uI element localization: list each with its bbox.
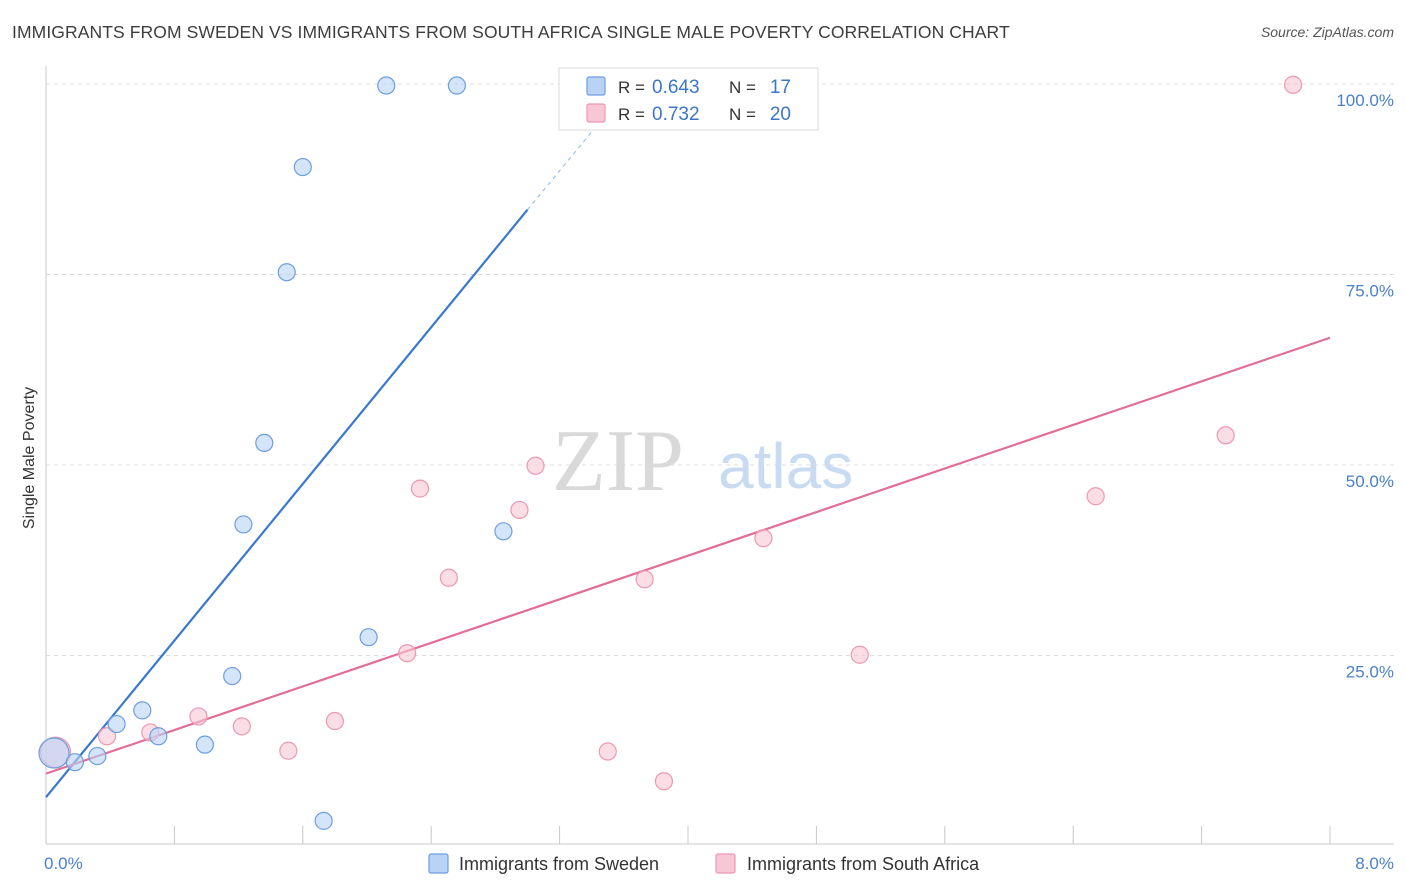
- legend-r-value-southafrica: 0.732: [652, 104, 700, 125]
- point-sweden-6: [195, 735, 214, 754]
- x-tick-label-max: 8.0%: [1355, 854, 1394, 873]
- legend-n-label-sweden: N =: [729, 78, 756, 97]
- trend-line-sweden-extension: [527, 121, 601, 211]
- legend-r-label-southafrica: R =: [618, 105, 645, 124]
- point-sweden-9: [255, 433, 274, 453]
- point-sweden-15: [447, 76, 466, 95]
- y-tick-labels: 25.0% 50.0% 75.0% 100.0%: [1336, 91, 1394, 682]
- point-southafrica-13: [635, 570, 654, 589]
- point-southafrica-7: [398, 644, 417, 663]
- y-tick-label-3: 100.0%: [1336, 91, 1394, 110]
- trend-line-sweden: [45, 209, 529, 798]
- point-southafrica-4: [232, 717, 251, 736]
- point-southafrica-8: [410, 479, 430, 498]
- trend-line-southafrica: [45, 336, 1331, 775]
- point-sweden-16: [494, 522, 513, 541]
- chart-title: IMMIGRANTS FROM SWEDEN VS IMMIGRANTS FRO…: [12, 22, 1010, 42]
- point-sweden-3: [107, 714, 126, 734]
- legend-label-sweden: Immigrants from Sweden: [459, 854, 659, 874]
- point-southafrica-16: [850, 645, 869, 664]
- point-southafrica-11: [526, 456, 545, 475]
- point-sweden-2: [88, 746, 107, 766]
- point-sweden-4: [133, 701, 152, 720]
- point-sweden-13: [359, 628, 378, 647]
- point-southafrica-15: [754, 529, 773, 548]
- point-sweden-1: [65, 753, 84, 772]
- point-sweden-11: [293, 157, 312, 177]
- point-southafrica-6: [325, 711, 344, 731]
- grid-layer: [46, 83, 1394, 656]
- source-credit: Source: ZipAtlas.com: [1260, 24, 1394, 40]
- point-southafrica-12: [598, 742, 617, 761]
- legend-swatch-bottom-southafrica: [715, 853, 736, 874]
- y-tick-label-0: 25.0%: [1346, 663, 1394, 682]
- watermark-zip: ZIP: [552, 413, 684, 510]
- legend-r-value-sweden: 0.643: [652, 77, 700, 98]
- point-southafrica-10: [510, 500, 529, 520]
- point-southafrica-19: [1283, 75, 1303, 94]
- legend-label-southafrica: Immigrants from South Africa: [747, 854, 980, 874]
- point-sweden-5: [149, 727, 168, 746]
- legend-n-value-southafrica: 20: [770, 104, 791, 125]
- legend-r-label-sweden: R =: [618, 78, 645, 97]
- trend-layer: [45, 121, 1331, 798]
- point-sweden-10: [277, 263, 296, 282]
- axes-layer: [45, 66, 1394, 845]
- legend-swatch-southafrica: [586, 103, 606, 123]
- point-southafrica-18: [1216, 426, 1235, 445]
- x-tick-label-min: 0.0%: [44, 854, 83, 873]
- point-southafrica-9: [439, 568, 458, 587]
- legend-n-label-southafrica: N =: [729, 105, 756, 124]
- points-layer: [38, 75, 1303, 830]
- point-sweden-8: [234, 515, 253, 534]
- legend-n-value-sweden: 17: [770, 77, 791, 98]
- point-southafrica-3: [189, 707, 208, 726]
- point-southafrica-14: [654, 772, 674, 791]
- legend-swatch-bottom-sweden: [428, 853, 449, 874]
- stat-legend: R = 0.643 N = 17 R = 0.732 N = 20: [558, 67, 819, 131]
- point-sweden-7: [223, 666, 242, 686]
- y-axis-label: Single Male Poverty: [21, 387, 38, 529]
- series-legend: Immigrants from Sweden Immigrants from S…: [428, 853, 980, 874]
- point-southafrica-1: [97, 727, 117, 746]
- point-sweden-12: [314, 811, 333, 830]
- legend-swatch-sweden: [586, 76, 606, 96]
- point-sweden-0: [38, 737, 70, 769]
- watermark-atlas: atlas: [718, 430, 853, 502]
- point-sweden-14: [377, 76, 396, 95]
- point-southafrica-17: [1086, 487, 1105, 506]
- watermark: ZIP atlas: [552, 413, 853, 510]
- y-tick-label-1: 50.0%: [1346, 472, 1394, 491]
- y-tick-label-2: 75.0%: [1346, 282, 1394, 301]
- point-southafrica-5: [279, 741, 298, 760]
